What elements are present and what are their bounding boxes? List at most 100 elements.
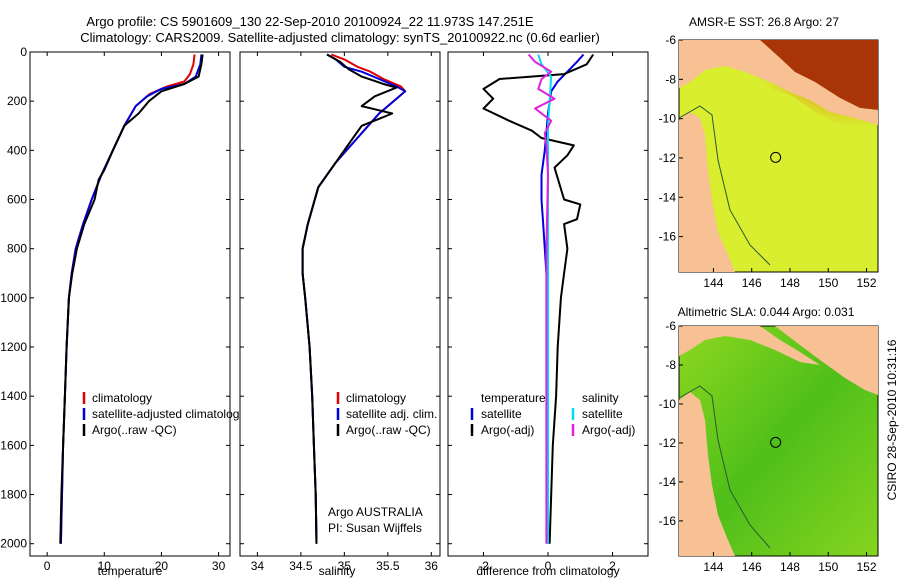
temperature-ytick-label: 0	[20, 45, 27, 59]
sst-png-land-coast	[679, 40, 878, 125]
temperature-xticks: 0 10 20 30	[44, 52, 226, 573]
sla-map-ytick-label: -8	[665, 358, 676, 372]
difference-xticks: -2 0 2	[478, 52, 616, 573]
difference-legend-sal-argo: Argo(-adj)	[582, 423, 635, 437]
sst-map-xtick-label: 148	[780, 276, 800, 290]
salinity-legend: climatology satellite adj. clim. Argo(..…	[336, 391, 437, 437]
sst-map-yticks: -6 -8 -10 -12 -14 -16	[659, 33, 683, 244]
salinity-xtick-label: 36	[425, 559, 439, 573]
difference-xtick-label: 0	[545, 559, 552, 573]
sla-map-yticks: -6 -8 -10 -12 -14 -16	[659, 319, 683, 528]
sst-map-ytick-label: -12	[659, 151, 677, 165]
difference-xtick-label: 2	[609, 559, 616, 573]
salinity-yticks	[240, 51, 440, 545]
temperature-series	[59, 54, 204, 544]
sla-argo-location-marker	[770, 436, 782, 448]
difference-series-sal_argo	[527, 53, 556, 544]
temperature-ytick-label: 1000	[0, 291, 27, 305]
salinity-panel: 34 34.5 35 35.5 36 salinity climatology sate…	[239, 51, 441, 578]
side-timestamp: CSIRO 28-Sep-2010 10:31:16	[885, 339, 899, 500]
sla-map-ytick-label: -6	[665, 319, 676, 333]
salinity-xtick-label: 35	[338, 559, 352, 573]
sla-map-ytick-label: -10	[659, 397, 677, 411]
difference-legend-sal-satellite: satellite	[582, 407, 623, 421]
sst-argo-location-marker	[770, 151, 782, 163]
temperature-legend-argo: Argo(..raw -QC)	[92, 423, 177, 437]
sst-map-xtick-label: 150	[818, 276, 838, 290]
salinity-xlabel: salinity	[319, 564, 356, 578]
temperature-xtick-label: 20	[155, 559, 169, 573]
difference-legend-temp-satellite: satellite	[481, 407, 522, 421]
temperature-legend-climatology: climatology	[92, 391, 152, 405]
sla-map-ytick-label: -14	[659, 475, 677, 489]
sst-map-xtick-label: 146	[742, 276, 762, 290]
sla-map-xticks: 144 146 148 150 152	[703, 552, 877, 574]
difference-series	[482, 53, 595, 544]
salinity-legend-argo: Argo(..raw -QC)	[346, 423, 431, 437]
difference-xtick-label: -2	[478, 559, 489, 573]
sla-map-xtick-label: 150	[818, 560, 838, 574]
salinity-xtick-label: 34.5	[289, 559, 313, 573]
sst-shelf-contour	[678, 105, 771, 266]
salinity-legend-satellite: satellite adj. clim.	[346, 407, 437, 421]
sla-map-xtick-label: 152	[857, 560, 877, 574]
temperature-panel: 0 200 400 600 800 1000 1200 1400 1600 1800 2000 0 1…	[0, 45, 245, 578]
temperature-xtick-label: 0	[44, 559, 51, 573]
temperature-ytick-label: 1400	[0, 389, 27, 403]
temperature-ytick-label: 2000	[0, 537, 27, 551]
sla-shelf-contour	[678, 385, 771, 549]
temperature-yticks: 0 200 400 600 800 1000 1200 1400 1600 1800 2000	[0, 45, 230, 551]
sla-map-xtick-label: 148	[780, 560, 800, 574]
temperature-xtick-label: 30	[212, 559, 226, 573]
sla-png-land-west	[679, 326, 820, 365]
temperature-xlabel: temperature	[98, 564, 163, 578]
difference-legend-temp-argo: Argo(-adj)	[481, 423, 534, 437]
salinity-series	[301, 53, 407, 544]
sla-map-panel: Altimetric SLA: 0.044 Argo: 0.031 144 146…	[659, 305, 879, 574]
temperature-plot-frame	[29, 51, 231, 557]
figure-title-line1: Argo profile: CS 5901609_130 22-Sep-2010…	[86, 14, 534, 29]
sla-map-xtick-label: 144	[703, 560, 723, 574]
sst-map-ytick-label: -8	[665, 72, 676, 86]
sst-png-land	[760, 40, 878, 110]
difference-series-temp_argo	[482, 53, 595, 544]
sla-map-title: Altimetric SLA: 0.044 Argo: 0.031	[678, 305, 855, 319]
difference-xlabel: difference from climatology	[476, 564, 619, 578]
figure-title-line2: Climatology: CARS2009. Satellite-adjuste…	[80, 30, 600, 45]
salinity-annotation-program: Argo AUSTRALIA	[328, 505, 423, 519]
temperature-xtick-label: 10	[98, 559, 112, 573]
sst-map-xticks: 144 146 148 150 152	[703, 268, 877, 290]
sla-map-ytick-label: -16	[659, 514, 677, 528]
temperature-ytick-label: 1600	[0, 438, 27, 452]
difference-legend-temperature-title: temperature	[481, 391, 546, 405]
temperature-ytick-label: 1200	[0, 340, 27, 354]
temperature-ytick-label: 1800	[0, 488, 27, 502]
sst-map-ytick-label: -6	[665, 33, 676, 47]
difference-legend-salinity-title: salinity	[582, 391, 619, 405]
sst-map-ytick-label: -10	[659, 112, 677, 126]
temperature-legend: climatology satellite-adjusted climatolo…	[82, 391, 245, 437]
salinity-plot-frame	[239, 51, 441, 557]
salinity-xtick-label: 34	[251, 559, 265, 573]
sst-map-xtick-label: 144	[703, 276, 723, 290]
salinity-xtick-label: 35.5	[376, 559, 400, 573]
temperature-ytick-label: 200	[7, 94, 27, 108]
sst-map-title: AMSR-E SST: 26.8 Argo: 27	[689, 15, 839, 29]
temperature-ytick-label: 600	[7, 193, 27, 207]
sla-map-xtick-label: 146	[742, 560, 762, 574]
salinity-legend-climatology: climatology	[346, 391, 406, 405]
sla-australia-land	[679, 392, 735, 556]
sla-map-ytick-label: -12	[659, 436, 677, 450]
sst-map-ytick-label: -14	[659, 190, 677, 204]
salinity-series-argo	[301, 53, 398, 544]
sst-australia-land	[679, 112, 735, 272]
difference-legend: temperature satellite Argo(-adj) salinit…	[470, 391, 635, 437]
sla-png-land	[679, 326, 878, 395]
sst-map-ytick-label: -16	[659, 230, 677, 244]
temperature-legend-satellite: satellite-adjusted climatology	[92, 407, 245, 421]
temperature-series-argo	[59, 54, 204, 544]
sst-map-xtick-label: 152	[857, 276, 877, 290]
temperature-ytick-label: 400	[7, 143, 27, 157]
salinity-xticks: 34 34.5 35 35.5 36	[251, 52, 439, 573]
